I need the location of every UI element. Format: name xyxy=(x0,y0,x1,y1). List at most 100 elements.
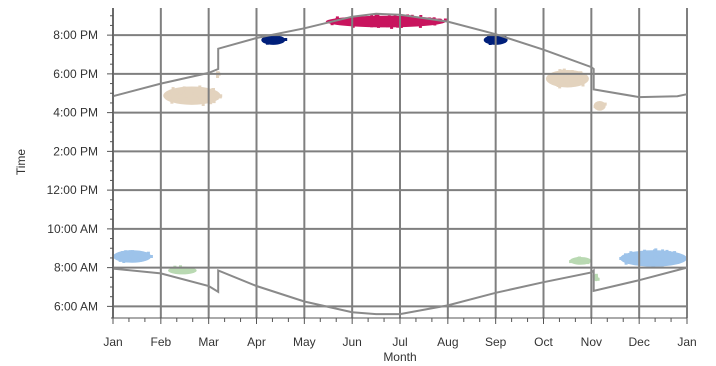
cluster-point xyxy=(175,91,179,95)
cluster-point xyxy=(393,19,397,23)
cluster-point xyxy=(196,101,200,105)
cluster-point xyxy=(262,38,266,42)
cluster-point xyxy=(639,255,643,259)
cluster-point xyxy=(343,21,347,25)
cluster-point xyxy=(218,95,222,99)
series-line xyxy=(112,12,688,99)
cluster-point xyxy=(661,251,665,255)
cluster-point xyxy=(201,103,205,106)
cluster-point xyxy=(596,277,600,281)
cluster-point xyxy=(205,94,209,98)
cluster-point xyxy=(568,74,572,78)
cluster-point xyxy=(665,249,669,253)
series-line xyxy=(112,266,688,316)
cluster-point xyxy=(630,258,634,262)
cluster-point xyxy=(191,94,195,98)
x-tick-label: Jul xyxy=(392,335,407,349)
cluster-point xyxy=(601,105,604,109)
cluster-point xyxy=(676,254,680,258)
cluster-point xyxy=(176,89,179,92)
cluster-point xyxy=(624,261,628,265)
x-tick-label: Aug xyxy=(437,335,458,349)
cluster-point xyxy=(185,94,188,98)
cluster-point xyxy=(209,101,213,105)
cluster-point xyxy=(136,257,140,261)
cluster-point xyxy=(668,251,672,255)
cluster-point xyxy=(167,91,171,94)
cluster-point xyxy=(643,249,647,253)
cluster-point xyxy=(566,73,569,77)
cluster-point xyxy=(632,252,636,256)
cluster-point xyxy=(357,20,361,24)
cluster-point xyxy=(489,39,493,43)
x-tick-label: Feb xyxy=(150,335,171,349)
cluster-point xyxy=(358,15,362,19)
cluster-point xyxy=(370,24,374,28)
cluster-point xyxy=(274,41,277,45)
cluster-point xyxy=(362,16,365,20)
cluster-point xyxy=(393,14,397,18)
cluster-point xyxy=(265,41,269,45)
cluster-point xyxy=(565,81,569,85)
x-tick-labels: Jan Feb Mar Apr May Jun Jul Aug Sep Oct Nov Dec Jan xyxy=(103,335,696,349)
cluster-point xyxy=(340,20,343,24)
cluster-point xyxy=(191,89,195,93)
cluster-point xyxy=(385,24,389,28)
cluster-point xyxy=(206,88,210,92)
cluster-point xyxy=(563,76,567,80)
cluster-point xyxy=(659,252,663,256)
x-tick-label: Dec xyxy=(628,335,649,349)
x-tick-label: Apr xyxy=(247,335,266,349)
cluster-point xyxy=(653,256,657,259)
cluster-point xyxy=(351,22,355,26)
cluster-point xyxy=(630,256,634,260)
cluster-point xyxy=(131,250,135,254)
cluster-point xyxy=(564,73,568,77)
cluster-point xyxy=(406,20,410,24)
cluster-point xyxy=(390,18,394,22)
cluster-point xyxy=(651,265,655,268)
cluster-point xyxy=(586,261,590,265)
cluster-point xyxy=(183,268,187,272)
cluster-point xyxy=(647,252,651,256)
cluster-point xyxy=(174,270,178,274)
cluster-point xyxy=(660,263,664,267)
cluster-point xyxy=(487,35,491,39)
cluster-point xyxy=(418,24,422,28)
cluster-point xyxy=(268,37,272,40)
cluster-point xyxy=(622,255,626,259)
cluster-point xyxy=(556,84,560,87)
x-tick-label: Jan xyxy=(677,335,696,349)
cluster-point xyxy=(560,69,564,73)
cluster-point xyxy=(121,251,125,254)
cluster-point xyxy=(343,18,347,22)
cluster-point xyxy=(188,269,192,273)
cluster-point xyxy=(574,77,578,81)
cluster-point xyxy=(624,253,627,257)
cluster-point xyxy=(389,20,393,24)
cluster-point xyxy=(601,103,605,107)
cluster-point xyxy=(125,250,129,254)
cluster-point xyxy=(354,21,357,25)
y-tick-label: 2:00 PM xyxy=(53,144,98,158)
cluster-point xyxy=(488,42,492,45)
x-tick-label: Jun xyxy=(342,335,361,349)
cluster-point xyxy=(639,257,643,260)
cluster-point xyxy=(189,98,192,102)
cluster-point xyxy=(270,35,274,39)
cluster-point xyxy=(562,68,566,72)
cluster-point xyxy=(661,249,665,253)
cluster-point xyxy=(195,93,198,96)
cluster-point xyxy=(657,258,661,262)
cluster-point xyxy=(118,258,122,262)
cluster-point xyxy=(598,105,602,109)
y-axis-title: Time xyxy=(14,149,28,176)
cluster-point xyxy=(140,258,144,262)
cluster-point xyxy=(179,91,183,95)
x-axis-title: Month xyxy=(383,350,416,364)
cluster-point xyxy=(362,19,366,23)
cluster-point xyxy=(491,35,494,39)
cluster-point xyxy=(122,260,126,263)
cluster-point xyxy=(171,87,175,91)
